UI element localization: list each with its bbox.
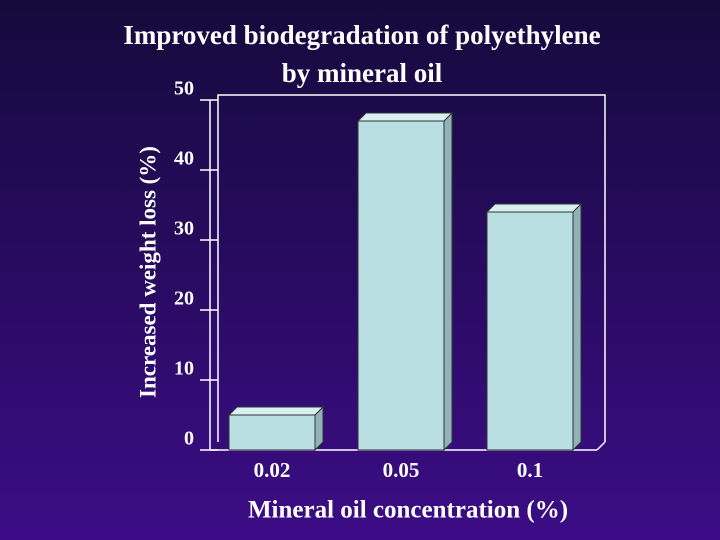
bar-top [227, 406, 325, 416]
y-tick-label: 0 [184, 428, 194, 450]
x-tick-label: 0.02 [254, 458, 291, 482]
bar-side [572, 202, 582, 452]
bar-front [228, 414, 316, 451]
plot-area: 0 10 20 30 40 50 0.02 0.05 0.1 [174, 78, 606, 482]
plot-frame [217, 94, 606, 442]
y-tick-label: 20 [174, 288, 194, 310]
y-tick-label: 30 [174, 218, 194, 240]
floor-line [596, 441, 606, 451]
bar-front [357, 120, 445, 451]
x-tick-label: 0.1 [517, 458, 543, 482]
y-tick-label: 40 [174, 148, 194, 170]
bar [227, 405, 325, 452]
bar-front [486, 211, 574, 451]
y-tick-label: 50 [174, 78, 194, 100]
bar-top [356, 112, 454, 122]
bar-top [485, 203, 583, 213]
y-tick-label: 10 [174, 358, 194, 380]
bar [356, 111, 454, 452]
bar-side [443, 111, 453, 452]
x-axis-label: Mineral oil concentration (%) [248, 497, 568, 524]
chart-title: by mineral oil [282, 58, 443, 88]
y-axis-label: Increased weight loss (%) [135, 146, 160, 398]
bar [485, 202, 583, 452]
chart-title: Improved biodegradation of polyethylene [123, 20, 600, 50]
x-tick-label: 0.05 [383, 458, 420, 482]
